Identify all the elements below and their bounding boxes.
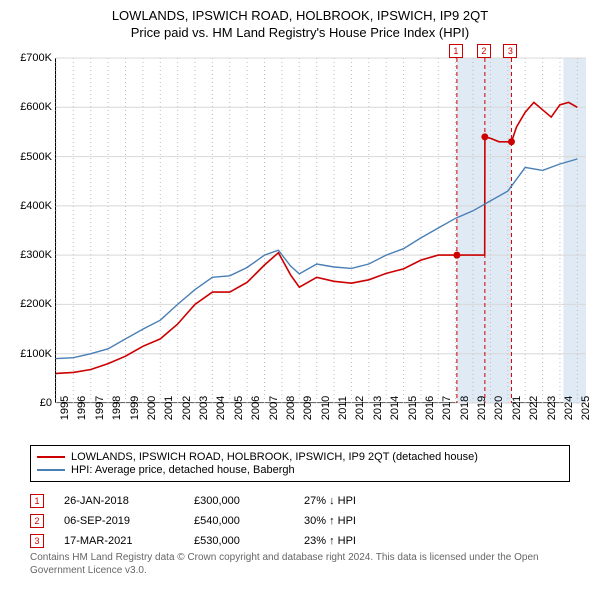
xtick-label: 2005 — [233, 396, 245, 420]
sale-marker-icon: 1 — [30, 494, 44, 508]
xtick-label: 2017 — [441, 396, 453, 420]
ytick-label: £500K — [20, 151, 52, 163]
sales-table: 1 26-JAN-2018 £300,000 27% ↓ HPI 2 06-SEP-201… — [30, 490, 570, 552]
xtick-label: 2006 — [250, 396, 262, 420]
xtick-label: 2024 — [563, 396, 575, 420]
sale-date: 17-MAR-2021 — [64, 535, 174, 547]
xtick-label: 2008 — [285, 396, 297, 420]
xtick-label: 2010 — [320, 396, 332, 420]
sale-price: £540,000 — [194, 515, 284, 527]
xtick-label: 2012 — [354, 396, 366, 420]
ytick-label: £100K — [20, 348, 52, 360]
xtick-label: 2025 — [580, 396, 592, 420]
xtick-label: 2007 — [268, 396, 280, 420]
xtick-label: 1999 — [129, 396, 141, 420]
chart-container: LOWLANDS, IPSWICH ROAD, HOLBROOK, IPSWIC… — [0, 0, 600, 590]
legend: LOWLANDS, IPSWICH ROAD, HOLBROOK, IPSWIC… — [30, 445, 570, 482]
xtick-label: 1995 — [59, 396, 71, 420]
xtick-label: 2021 — [511, 396, 523, 420]
xtick-label: 2013 — [372, 396, 384, 420]
xtick-label: 2002 — [181, 396, 193, 420]
ytick-label: £200K — [20, 298, 52, 310]
xtick-label: 2003 — [198, 396, 210, 420]
sale-pct: 23% ↑ HPI — [304, 535, 404, 547]
sale-pct: 30% ↑ HPI — [304, 515, 404, 527]
sale-price: £530,000 — [194, 535, 284, 547]
legend-row: HPI: Average price, detached house, Babe… — [37, 464, 563, 476]
sale-price: £300,000 — [194, 495, 284, 507]
chart-svg — [56, 58, 586, 403]
attribution-text: Contains HM Land Registry data © Crown c… — [30, 552, 570, 577]
legend-label: LOWLANDS, IPSWICH ROAD, HOLBROOK, IPSWIC… — [71, 451, 478, 463]
ytick-label: £300K — [20, 249, 52, 261]
xtick-label: 2023 — [546, 396, 558, 420]
xtick-label: 2014 — [389, 396, 401, 420]
ytick-label: £700K — [20, 52, 52, 64]
title-address: LOWLANDS, IPSWICH ROAD, HOLBROOK, IPSWIC… — [0, 8, 600, 23]
ytick-label: £0 — [40, 397, 52, 409]
xtick-label: 2001 — [163, 396, 175, 420]
xtick-label: 2011 — [337, 396, 349, 420]
legend-row: LOWLANDS, IPSWICH ROAD, HOLBROOK, IPSWIC… — [37, 451, 563, 463]
xtick-label: 1996 — [76, 396, 88, 420]
legend-label: HPI: Average price, detached house, Babe… — [71, 464, 295, 476]
sale-marker-icon: 3 — [30, 534, 44, 548]
sale-pct: 27% ↓ HPI — [304, 495, 404, 507]
ytick-label: £600K — [20, 101, 52, 113]
sale-marker-icon: 2 — [30, 514, 44, 528]
title-subtitle: Price paid vs. HM Land Registry's House … — [0, 25, 600, 40]
sale-row: 3 17-MAR-2021 £530,000 23% ↑ HPI — [30, 532, 570, 550]
xtick-label: 2009 — [302, 396, 314, 420]
chart-plot-area — [55, 58, 585, 403]
xtick-label: 1997 — [94, 396, 106, 420]
title-block: LOWLANDS, IPSWICH ROAD, HOLBROOK, IPSWIC… — [0, 0, 600, 40]
legend-swatch — [37, 456, 65, 458]
ytick-label: £400K — [20, 200, 52, 212]
sale-date: 26-JAN-2018 — [64, 495, 174, 507]
xtick-label: 2020 — [493, 396, 505, 420]
xtick-label: 2019 — [476, 396, 488, 420]
legend-swatch — [37, 469, 65, 471]
sale-marker-3: 3 — [503, 44, 517, 58]
xtick-label: 2000 — [146, 396, 158, 420]
sale-marker-1: 1 — [449, 44, 463, 58]
xtick-label: 2022 — [528, 396, 540, 420]
xtick-label: 2004 — [215, 396, 227, 420]
xtick-label: 2015 — [407, 396, 419, 420]
sale-row: 1 26-JAN-2018 £300,000 27% ↓ HPI — [30, 492, 570, 510]
xtick-label: 2018 — [459, 396, 471, 420]
sale-date: 06-SEP-2019 — [64, 515, 174, 527]
sale-row: 2 06-SEP-2019 £540,000 30% ↑ HPI — [30, 512, 570, 530]
xtick-label: 2016 — [424, 396, 436, 420]
sale-marker-2: 2 — [477, 44, 491, 58]
xtick-label: 1998 — [111, 396, 123, 420]
